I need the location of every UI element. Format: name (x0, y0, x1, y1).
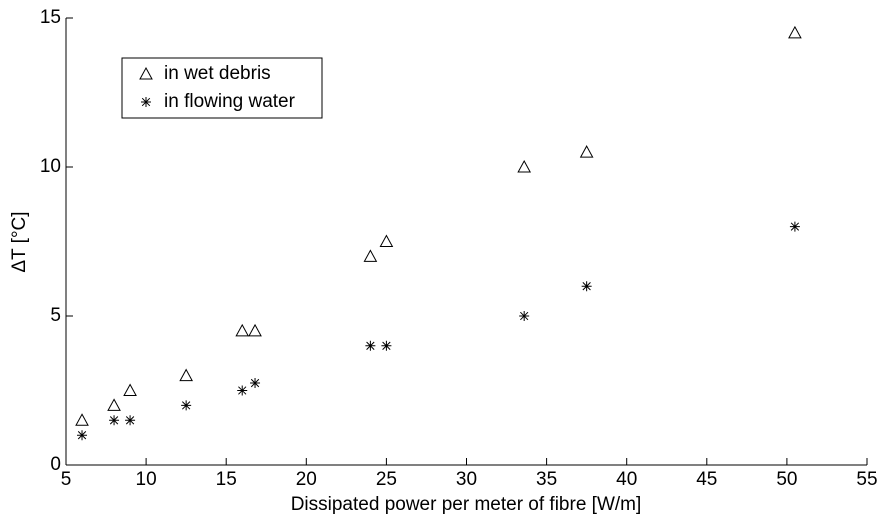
point (123, 383, 137, 396)
x-tick-label: 35 (536, 469, 557, 490)
point (248, 323, 262, 337)
point (179, 368, 193, 382)
x-tick-label: 55 (856, 469, 877, 490)
point (363, 249, 378, 262)
point (75, 413, 89, 426)
point (789, 221, 800, 232)
x-tick-label: 25 (376, 469, 397, 490)
x-tick-label: 5 (61, 469, 72, 490)
legend-label: in flowing water (164, 91, 296, 112)
x-axis-label: Dissipated power per meter of fibre [W/m… (291, 494, 642, 515)
y-tick-label: 15 (40, 7, 61, 28)
x-tick-label: 30 (456, 469, 477, 490)
point (77, 430, 88, 441)
x-tick-label: 15 (216, 469, 237, 490)
legend-label: in wet debris (164, 63, 271, 84)
point (788, 25, 802, 39)
point (235, 323, 250, 337)
point (365, 340, 376, 351)
legend-marker (141, 97, 151, 107)
point (250, 378, 261, 389)
point (237, 385, 248, 396)
x-tick-label: 45 (696, 469, 717, 490)
y-tick-label: 5 (50, 305, 61, 326)
point (107, 398, 121, 411)
point (125, 415, 136, 426)
point (109, 415, 120, 426)
y-tick-label: 10 (40, 156, 61, 177)
legend-box (121, 57, 323, 119)
y-axis-label: ΔT [°C] (9, 211, 30, 272)
point (379, 234, 394, 247)
x-tick-label: 20 (296, 469, 317, 490)
legend-marker (139, 66, 153, 80)
point (181, 400, 192, 411)
point (381, 340, 392, 351)
point (517, 159, 532, 173)
point (579, 145, 594, 158)
x-tick-label: 10 (136, 469, 157, 490)
point (581, 281, 592, 292)
x-tick-label: 50 (776, 469, 797, 490)
point (519, 311, 530, 321)
x-tick-label: 40 (616, 469, 637, 490)
y-tick-label: 0 (50, 454, 61, 475)
